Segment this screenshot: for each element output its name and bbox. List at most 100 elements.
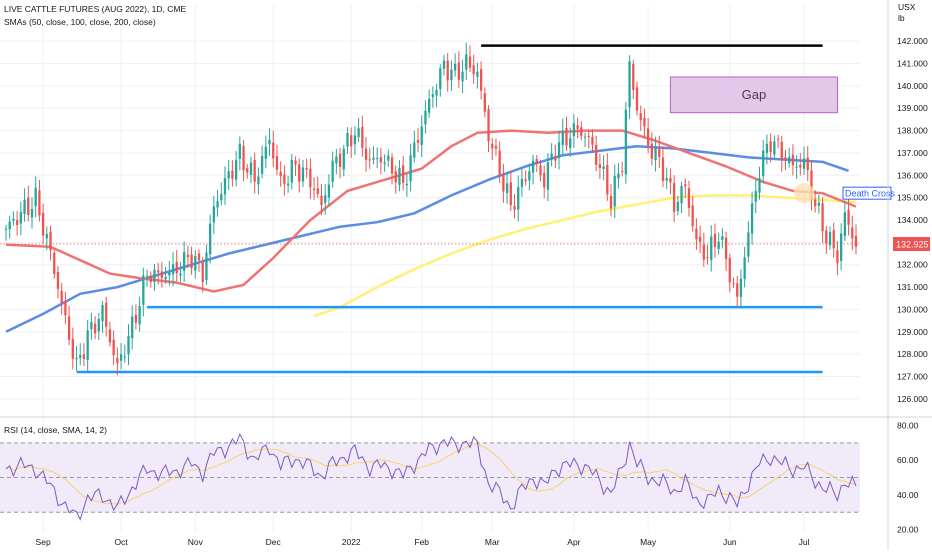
candle-body [854, 235, 858, 247]
candle-body [368, 159, 371, 161]
candle-body [780, 141, 783, 160]
annotations: Gap Death Cross [742, 87, 896, 204]
candle-body [424, 110, 427, 125]
candle-body [695, 228, 698, 240]
candle-body [75, 357, 78, 360]
candle-body [598, 164, 602, 168]
candle-body [353, 135, 357, 145]
candle-body [64, 301, 67, 316]
price-tick-label: 132.000 [897, 260, 928, 270]
candle-body [212, 206, 216, 223]
candle-body [427, 98, 431, 113]
candle-body [565, 127, 568, 146]
candle-body [105, 302, 108, 327]
candle-body [394, 171, 397, 183]
time-tick-label: Nov [188, 537, 204, 547]
sma50-line [5, 129, 857, 293]
candle-body [739, 278, 743, 297]
candle-body [528, 171, 531, 181]
candle-body [624, 109, 628, 175]
candle-body [491, 143, 494, 149]
candle-body [361, 126, 364, 148]
candle-body [784, 157, 787, 161]
candle-body [108, 329, 112, 343]
price-tick-label: 130.000 [897, 304, 928, 314]
time-tick-label: Oct [114, 537, 128, 547]
candle-body [90, 322, 93, 330]
death-cross-label: Death Cross [845, 189, 896, 199]
candle-body [691, 205, 694, 227]
candle-body [687, 188, 691, 208]
candle-body [327, 184, 331, 198]
candle-body [639, 113, 642, 121]
candle-body [298, 164, 301, 182]
candle-body [461, 71, 464, 82]
candle-body [802, 158, 806, 169]
candle-body [27, 197, 30, 216]
candle-body [409, 155, 412, 182]
candle-body [717, 241, 720, 250]
candle-body [550, 153, 553, 160]
candle-body [145, 275, 149, 277]
candle-body [231, 170, 234, 179]
candle-body [41, 212, 45, 236]
rsi-tick-label: 40.00 [897, 490, 919, 500]
candle-body [494, 145, 498, 149]
time-tick-label: Sep [36, 537, 51, 547]
candle-body [56, 271, 60, 289]
candle-body [223, 178, 227, 195]
candle-body [309, 168, 312, 188]
candle-body [654, 148, 657, 161]
candle-body [825, 230, 828, 244]
candle-body [513, 206, 516, 210]
candle-body [242, 145, 245, 171]
candle-body [197, 253, 201, 261]
candle-body [821, 203, 824, 232]
price-tick-label: 135.000 [897, 193, 928, 203]
candle-body [290, 159, 293, 183]
candle-body [828, 232, 832, 246]
candle-body [520, 178, 524, 187]
price-tick-label: 128.000 [897, 349, 928, 359]
time-tick-label: Apr [567, 537, 580, 547]
candle-body [227, 171, 230, 179]
candle-body [505, 183, 509, 193]
candle-body [15, 220, 19, 226]
time-tick-label: Feb [414, 537, 429, 547]
candle-body [576, 125, 579, 129]
candle-body [338, 153, 342, 167]
candle-body [632, 63, 635, 90]
candle-body [724, 237, 728, 260]
candle-body [617, 173, 620, 179]
candle-body [4, 228, 8, 230]
candle-body [465, 54, 468, 70]
support-resistance-levels [0, 44, 860, 374]
candle-body [134, 314, 138, 323]
candle-body [246, 168, 249, 173]
candle-body [851, 227, 854, 239]
sma-lines [5, 129, 857, 333]
candle-body [646, 128, 650, 146]
rsi-tick-label: 20.00 [897, 525, 919, 535]
candle-body [413, 142, 416, 158]
candle-body [836, 250, 839, 264]
candle-body [435, 89, 438, 96]
candle-body [450, 69, 453, 81]
price-tick-label: 136.000 [897, 170, 928, 180]
price-tick-label: 140.000 [897, 81, 928, 91]
candle-body [591, 136, 594, 145]
candle-body [554, 156, 557, 161]
candle-body [123, 356, 126, 358]
candle-body [595, 144, 598, 165]
sma100-line [5, 144, 850, 333]
candle-body [268, 140, 271, 145]
candle-body [814, 199, 817, 207]
candle-body [379, 157, 383, 163]
candle-body [257, 176, 260, 185]
candle-body [684, 184, 687, 187]
candle-body [186, 254, 190, 258]
candle-body [86, 330, 89, 360]
candle-body [331, 160, 334, 182]
currency-label: USX [898, 2, 916, 12]
